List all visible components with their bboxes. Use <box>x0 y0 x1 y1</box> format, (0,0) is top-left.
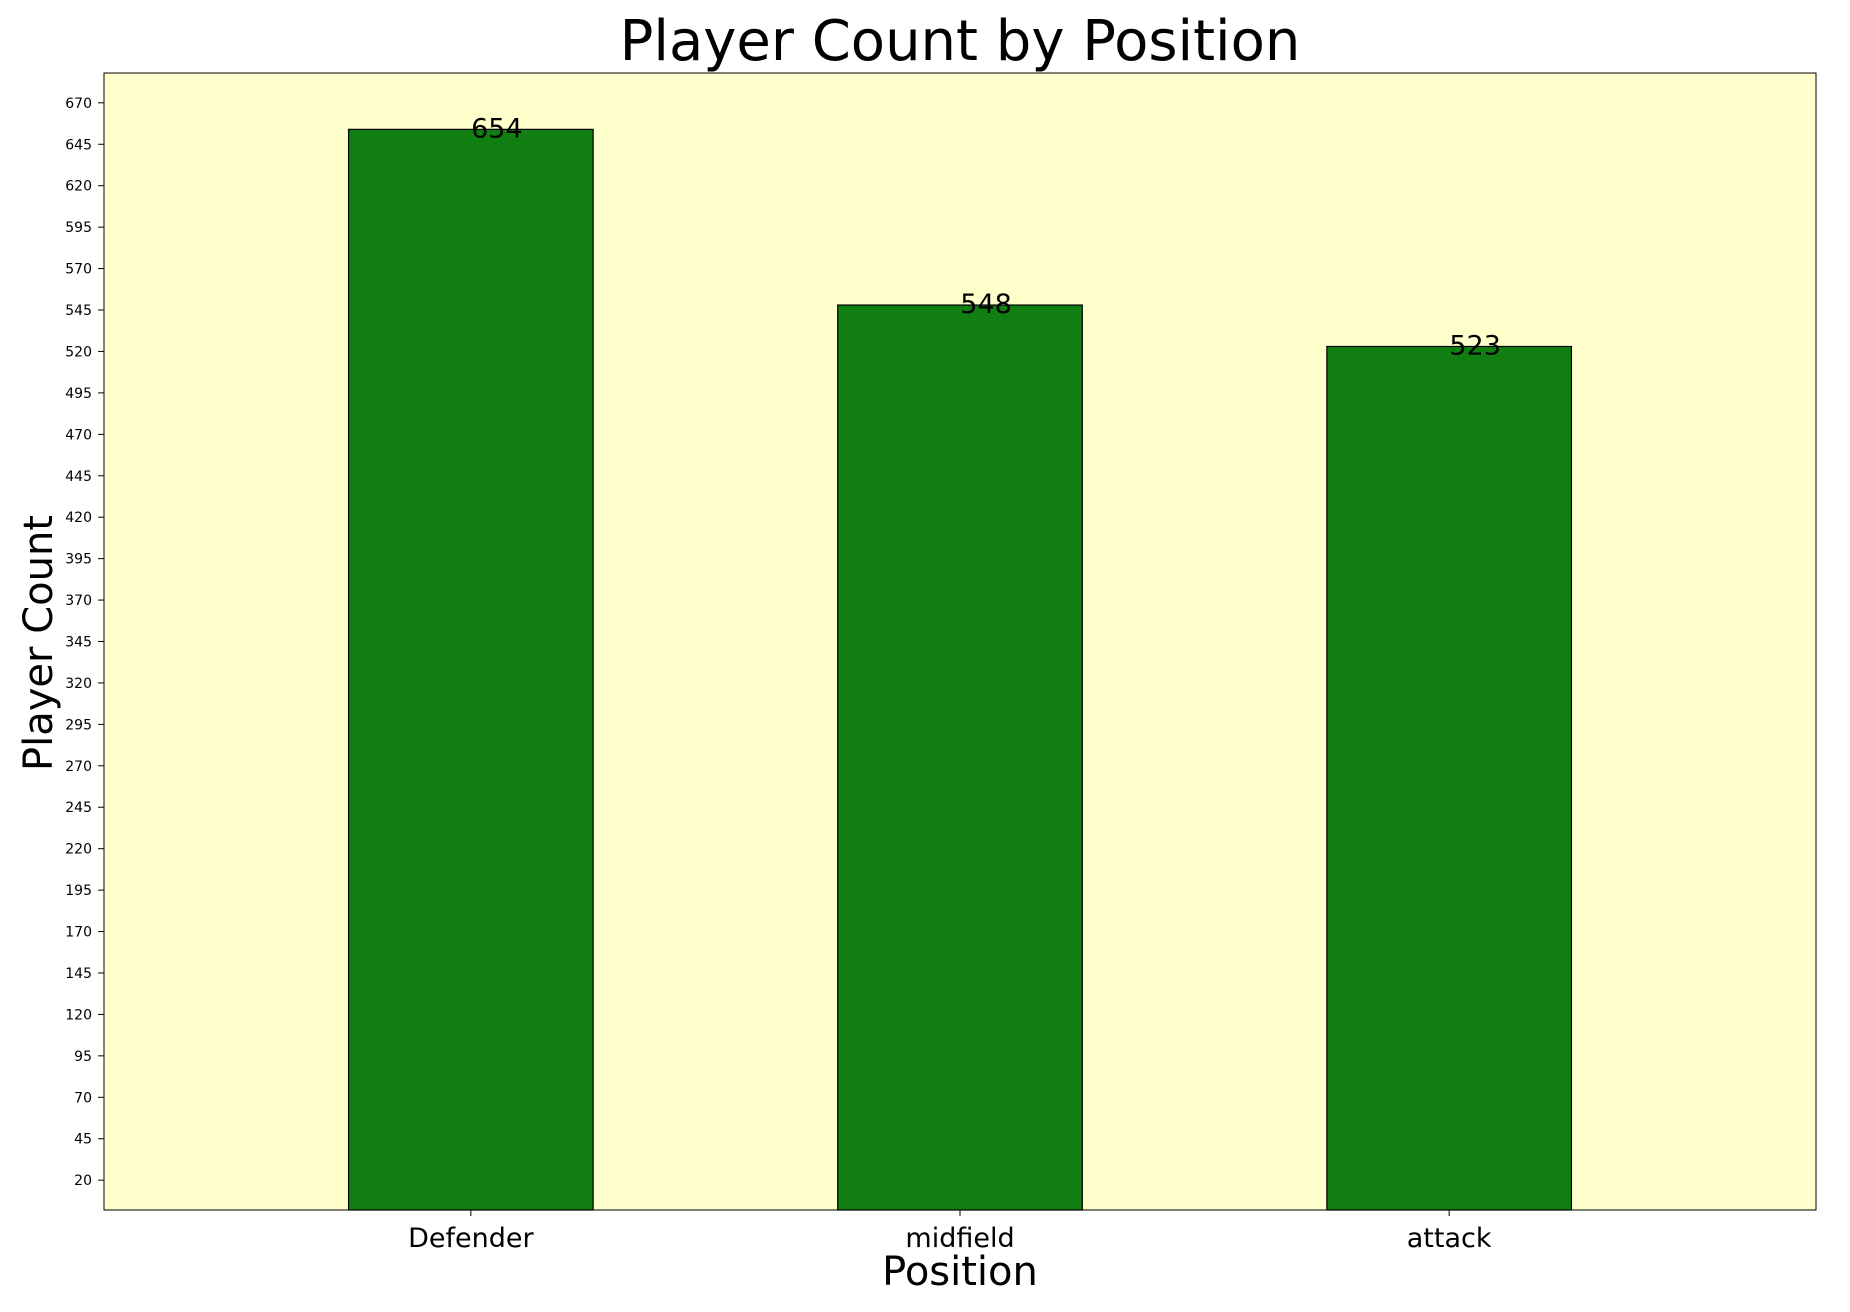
y-tick-label: 595 <box>65 220 92 236</box>
y-axis-label: Player Count <box>16 515 62 771</box>
y-tick-label: 320 <box>65 676 92 692</box>
y-tick-label: 545 <box>65 303 92 319</box>
bar-attack <box>1326 345 1573 1211</box>
y-tick-label: 470 <box>65 427 92 443</box>
y-tick-label: 245 <box>65 800 92 816</box>
bar-defender <box>347 128 594 1211</box>
x-axis-ticks: Defender midfield attack <box>408 1210 1492 1254</box>
y-tick-label: 520 <box>65 344 92 360</box>
y-tick-label: 670 <box>65 96 92 112</box>
y-tick-label: 45 <box>74 1132 92 1148</box>
y-tick-label: 495 <box>65 386 92 402</box>
data-labels: 654 548 523 <box>471 113 1501 361</box>
y-tick-label: 220 <box>65 842 92 858</box>
x-tick-label: Defender <box>408 1223 534 1254</box>
y-tick-label: 620 <box>65 179 92 195</box>
y-tick-label: 195 <box>65 883 92 899</box>
y-tick-label: 345 <box>65 635 92 651</box>
y-tick-label: 145 <box>65 966 92 982</box>
y-tick-label: 395 <box>65 552 92 568</box>
y-tick-label: 420 <box>65 510 92 526</box>
y-tick-label: 70 <box>74 1090 92 1106</box>
y-tick-label: 270 <box>65 759 92 775</box>
bars <box>347 128 1573 1211</box>
y-tick-label: 95 <box>74 1049 92 1065</box>
chart-title: Player Count by Position <box>620 9 1301 74</box>
y-tick-label: 445 <box>65 469 92 485</box>
y-tick-label: 170 <box>65 925 92 941</box>
data-label: 523 <box>1449 330 1501 361</box>
bar-midfield <box>837 304 1083 1211</box>
y-tick-label: 20 <box>74 1173 92 1189</box>
x-tick-label: attack <box>1407 1223 1492 1254</box>
x-axis-label: Position <box>882 1249 1038 1295</box>
data-label: 654 <box>471 113 523 144</box>
y-tick-label: 120 <box>65 1007 92 1023</box>
y-tick-label: 570 <box>65 262 92 278</box>
y-tick-label: 370 <box>65 593 92 609</box>
y-tick-label: 295 <box>65 717 92 733</box>
y-axis-ticks: 20 45 70 95 120 145 170 195 220 245 270 295 320 345 37… <box>65 96 104 1189</box>
x-tick-label: midfield <box>905 1223 1014 1254</box>
y-tick-label: 645 <box>65 137 92 153</box>
data-label: 548 <box>960 289 1012 320</box>
